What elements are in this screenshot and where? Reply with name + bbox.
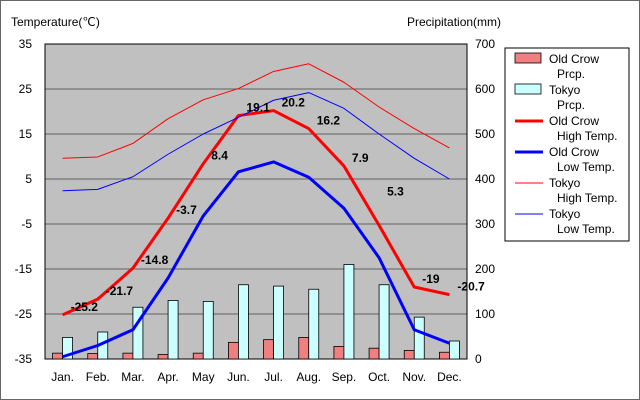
precip-tick-label: 300 <box>475 217 495 231</box>
category-label: Jul. <box>264 370 283 384</box>
category-label: Jun. <box>227 370 250 384</box>
plot-area <box>44 43 468 360</box>
category-label: Apr. <box>157 370 178 384</box>
temp-tick-label: 15 <box>19 127 33 141</box>
precip-bar <box>238 284 249 360</box>
data-label: 20.2 <box>282 96 306 110</box>
legend-label: Tokyo <box>549 207 581 221</box>
temp-line <box>61 109 450 317</box>
temp-tick-label: -25 <box>15 307 33 321</box>
precip-tick-label: 500 <box>475 127 495 141</box>
legend-swatch <box>514 52 542 64</box>
precip-bar <box>298 336 310 360</box>
precip-bar <box>167 300 179 360</box>
temp-line <box>62 160 450 359</box>
precip-bar <box>157 354 169 360</box>
precip-tick-label: 600 <box>475 82 495 96</box>
precip-bar <box>62 336 73 360</box>
data-label: -19 <box>422 272 440 286</box>
temp-tick-label: -5 <box>21 217 32 231</box>
temp-tick-label: -35 <box>15 352 33 366</box>
precip-tick-label: 0 <box>475 352 482 366</box>
legend-label: Low Temp. <box>557 222 615 236</box>
legend-box <box>504 47 630 242</box>
legend-label: High Temp. <box>557 129 617 143</box>
precip-bar <box>378 284 390 360</box>
data-label: -25.2 <box>71 300 99 314</box>
data-label: 8.4 <box>211 149 228 163</box>
precip-bar <box>439 351 450 360</box>
precip-bar <box>192 352 204 360</box>
precip-bar <box>52 352 63 360</box>
precip-bar <box>413 316 425 360</box>
data-label: -20.7 <box>457 280 485 294</box>
precip-bar <box>403 350 415 360</box>
temp-tick-label: -15 <box>15 262 33 276</box>
legend-label: Prcp. <box>557 67 585 81</box>
data-label: -3.7 <box>176 203 197 217</box>
precip-bar <box>132 306 144 360</box>
data-label: 16.2 <box>317 114 341 128</box>
precip-bar <box>449 340 460 360</box>
data-label: -14.8 <box>141 253 169 267</box>
precip-bar <box>368 347 380 360</box>
legend-swatch <box>514 83 542 95</box>
precip-bar <box>87 353 99 360</box>
precip-bar <box>343 264 355 360</box>
temp-tick-label: 5 <box>25 172 32 186</box>
precip-bar <box>263 339 274 360</box>
legend-label: Old Crow <box>549 145 599 159</box>
legend-label: Tokyo <box>549 83 581 97</box>
data-label: 19.1 <box>246 101 270 115</box>
legend-label: Old Crow <box>549 52 599 66</box>
data-label: 7.9 <box>352 151 369 165</box>
precip-tick-label: 700 <box>475 37 495 51</box>
precip-tick-label: 100 <box>475 307 495 321</box>
category-label: May <box>192 370 215 384</box>
category-label: Feb. <box>86 370 110 384</box>
category-label: Sep. <box>332 370 357 384</box>
category-label: Jan. <box>51 370 74 384</box>
temp-tick-label: 35 <box>19 37 33 51</box>
precip-bar <box>273 285 284 360</box>
temp-line <box>62 92 450 192</box>
temp-line <box>62 63 450 159</box>
legend-label: High Temp. <box>557 191 617 205</box>
category-label: Oct. <box>368 370 390 384</box>
category-label: Aug. <box>296 370 321 384</box>
legend-label: Low Temp. <box>557 160 615 174</box>
temp-axis-title: Temperature(℃) <box>11 15 100 29</box>
precip-tick-label: 400 <box>475 172 495 186</box>
precip-bar <box>202 300 214 360</box>
precip-tick-label: 200 <box>475 262 495 276</box>
precip-bar <box>308 288 320 360</box>
category-label: Dec. <box>437 370 462 384</box>
legend-label: Prcp. <box>557 98 585 112</box>
category-label: Nov. <box>402 370 426 384</box>
data-label: -21.7 <box>106 284 134 298</box>
legend-label: Old Crow <box>549 114 599 128</box>
precip-axis-title: Precipitation(mm) <box>407 15 501 29</box>
precip-bar <box>122 352 134 360</box>
precip-bar <box>228 341 239 360</box>
category-label: Mar. <box>121 370 144 384</box>
temp-tick-label: 25 <box>19 82 33 96</box>
precip-bar <box>333 345 345 360</box>
legend-label: Tokyo <box>549 176 581 190</box>
data-label: 5.3 <box>387 184 404 198</box>
